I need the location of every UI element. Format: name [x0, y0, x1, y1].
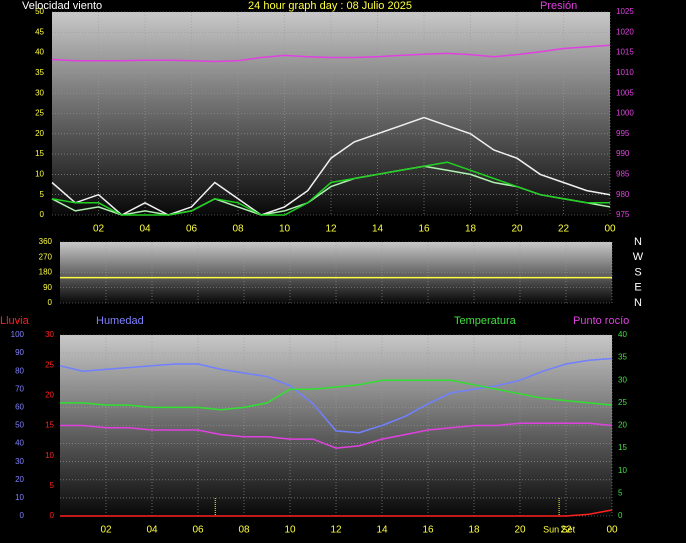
x-tick-label: 16 — [418, 224, 430, 235]
y-tick-label: 1010 — [616, 68, 634, 77]
y-tick-label: 5 — [618, 488, 623, 497]
axis-label: Presión — [540, 0, 577, 12]
y-tick-label: 15 — [35, 149, 44, 158]
x-tick-label: 20 — [514, 525, 526, 536]
y-tick-label: 0 — [20, 511, 25, 520]
y-tick-label: 990 — [616, 149, 630, 158]
y-tick-label: 0 — [50, 511, 55, 520]
x-tick-label: 08 — [238, 525, 250, 536]
x-tick-label: 06 — [192, 525, 204, 536]
y-tick-label: 15 — [618, 443, 627, 452]
series-line — [51, 116, 611, 216]
y-tick-label: 270 — [39, 252, 53, 261]
series-line — [51, 161, 610, 216]
x-tick-label: 22 — [560, 525, 572, 536]
series-line — [60, 379, 613, 411]
series-line — [51, 44, 611, 63]
y-tick-label: 0 — [48, 298, 53, 307]
y-tick-label: 995 — [616, 129, 630, 138]
y-tick-label: 20 — [15, 475, 24, 484]
series-line — [60, 509, 613, 517]
y-tick-label: 45 — [35, 27, 44, 36]
marker-label: Sun Set — [543, 524, 576, 534]
x-tick-label: 14 — [376, 525, 388, 536]
y-tick-label: 30 — [45, 330, 54, 339]
y-tick-label: 40 — [618, 330, 627, 339]
x-tick-label: 06 — [186, 224, 198, 235]
y-tick-label: 40 — [15, 439, 24, 448]
axis-label: Temperatura — [454, 315, 517, 327]
y-tick-label: 10 — [618, 466, 627, 475]
y-tick-label: 40 — [35, 48, 44, 57]
x-tick-label: 10 — [284, 525, 296, 536]
y-tick-label: 5 — [50, 481, 55, 490]
y-tick-label: 25 — [35, 109, 44, 118]
y-tick-label: 90 — [43, 283, 52, 292]
y-tick-label: 985 — [616, 170, 630, 179]
y-tick-label: 90 — [15, 348, 24, 357]
y-tick-label: 80 — [15, 366, 24, 375]
x-tick-label: 20 — [511, 224, 523, 235]
y-tick-label: 20 — [35, 129, 44, 138]
y-tick-label: 5 — [40, 190, 45, 199]
y-tick-label: 360 — [39, 237, 53, 246]
x-tick-label: 02 — [100, 525, 112, 536]
x-tick-label: 12 — [325, 224, 337, 235]
series-line — [59, 357, 613, 434]
x-tick-label: 02 — [93, 224, 105, 235]
y-tick-label: 1005 — [616, 88, 634, 97]
axis-label: Humedad — [96, 315, 144, 327]
compass-label: W — [633, 251, 644, 263]
y-tick-label: 30 — [15, 457, 24, 466]
y-tick-label: 10 — [45, 451, 54, 460]
compass-label: N — [634, 297, 642, 309]
y-tick-label: 10 — [35, 170, 44, 179]
y-tick-label: 1015 — [616, 48, 634, 57]
x-tick-label: 10 — [279, 224, 291, 235]
x-tick-label: 04 — [146, 525, 158, 536]
y-tick-label: 0 — [618, 511, 623, 520]
y-tick-label: 50 — [15, 421, 24, 430]
x-tick-label: 16 — [422, 525, 434, 536]
y-tick-label: 50 — [35, 7, 44, 16]
y-tick-label: 975 — [616, 210, 630, 219]
x-tick-label: 08 — [232, 224, 244, 235]
y-tick-label: 20 — [618, 421, 627, 430]
y-tick-label: 100 — [11, 330, 25, 339]
axis-label: Velocidad viento — [22, 0, 102, 12]
y-tick-label: 180 — [39, 268, 53, 277]
y-tick-label: 25 — [618, 398, 627, 407]
y-tick-label: 0 — [40, 210, 45, 219]
y-tick-label: 30 — [35, 88, 44, 97]
series-line — [60, 422, 613, 449]
y-tick-label: 15 — [45, 421, 54, 430]
chart-title: 24 hour graph day : 08 Julio 2025 — [248, 0, 412, 12]
y-tick-label: 1000 — [616, 109, 634, 118]
compass-label: E — [634, 282, 641, 294]
y-tick-label: 10 — [15, 493, 24, 502]
y-tick-label: 70 — [15, 384, 24, 393]
x-tick-label: 00 — [606, 525, 618, 536]
axis-label: Lluvia — [0, 315, 30, 327]
x-tick-label: 18 — [465, 224, 477, 235]
x-tick-label: 18 — [468, 525, 480, 536]
x-tick-label: 14 — [372, 224, 384, 235]
compass-label: S — [634, 266, 641, 278]
y-tick-label: 20 — [45, 390, 54, 399]
y-tick-label: 60 — [15, 403, 24, 412]
y-tick-label: 980 — [616, 190, 630, 199]
compass-label: N — [634, 236, 642, 248]
y-tick-label: 35 — [618, 353, 627, 362]
y-tick-label: 1020 — [616, 27, 634, 36]
y-tick-label: 25 — [45, 360, 54, 369]
x-tick-label: 04 — [139, 224, 151, 235]
y-tick-label: 30 — [618, 375, 627, 384]
axis-label: Punto rocío — [573, 315, 629, 327]
x-tick-label: 12 — [330, 525, 342, 536]
y-tick-label: 35 — [35, 68, 44, 77]
y-tick-label: 1025 — [616, 7, 634, 16]
x-tick-label: 00 — [604, 224, 616, 235]
x-tick-label: 22 — [558, 224, 570, 235]
